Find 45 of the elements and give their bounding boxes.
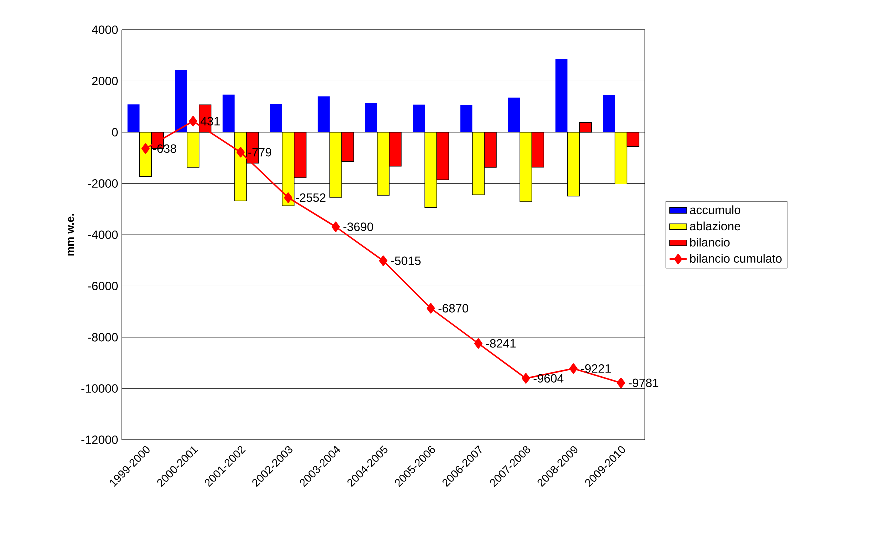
point bbox=[617, 378, 626, 388]
data-label: -9604 bbox=[534, 374, 564, 383]
data-label: -6870 bbox=[438, 304, 468, 313]
bar bbox=[413, 104, 426, 132]
data-label: -9781 bbox=[628, 378, 659, 388]
y-axis-title: mm w.e. bbox=[68, 214, 74, 256]
y-tick-label: -4000 bbox=[88, 230, 118, 240]
bar bbox=[318, 96, 330, 132]
y-tick-label: -12000 bbox=[82, 436, 118, 444]
y-tick-label: -10000 bbox=[82, 384, 118, 393]
data-label: -3690 bbox=[344, 222, 374, 232]
point bbox=[379, 256, 388, 266]
point bbox=[332, 222, 340, 232]
bar bbox=[270, 104, 282, 132]
y-tick-label: 2000 bbox=[92, 77, 118, 86]
y-tick-label: -2000 bbox=[88, 180, 118, 188]
bar bbox=[508, 98, 520, 132]
legend-label: bilancio bbox=[690, 238, 730, 247]
bar bbox=[222, 94, 235, 132]
point bbox=[284, 192, 293, 204]
bar bbox=[603, 95, 616, 132]
point bbox=[426, 303, 436, 314]
point bbox=[474, 338, 483, 349]
bar bbox=[175, 70, 188, 132]
data-label: -8241 bbox=[486, 339, 516, 348]
y-tick-label: -6000 bbox=[88, 282, 118, 290]
bar bbox=[366, 104, 378, 132]
legend-label: accumulo bbox=[690, 206, 741, 214]
data-label: -2552 bbox=[296, 194, 326, 202]
point bbox=[189, 116, 198, 127]
data-label: -5015 bbox=[391, 256, 421, 266]
legend-label: bilancio cumulato bbox=[690, 254, 782, 263]
point bbox=[522, 373, 530, 384]
point bbox=[570, 364, 578, 374]
y-tick-label: 0 bbox=[112, 128, 118, 137]
point bbox=[236, 147, 245, 158]
bar bbox=[556, 58, 568, 132]
data-label: -9221 bbox=[581, 364, 611, 374]
y-tick-label: -8000 bbox=[88, 333, 118, 342]
y-tick-label: 4000 bbox=[92, 26, 118, 34]
bar bbox=[460, 105, 473, 132]
legend-label: ablazione bbox=[690, 222, 741, 231]
bar bbox=[128, 104, 140, 132]
data-label: -638 bbox=[154, 144, 176, 154]
point bbox=[142, 144, 150, 154]
